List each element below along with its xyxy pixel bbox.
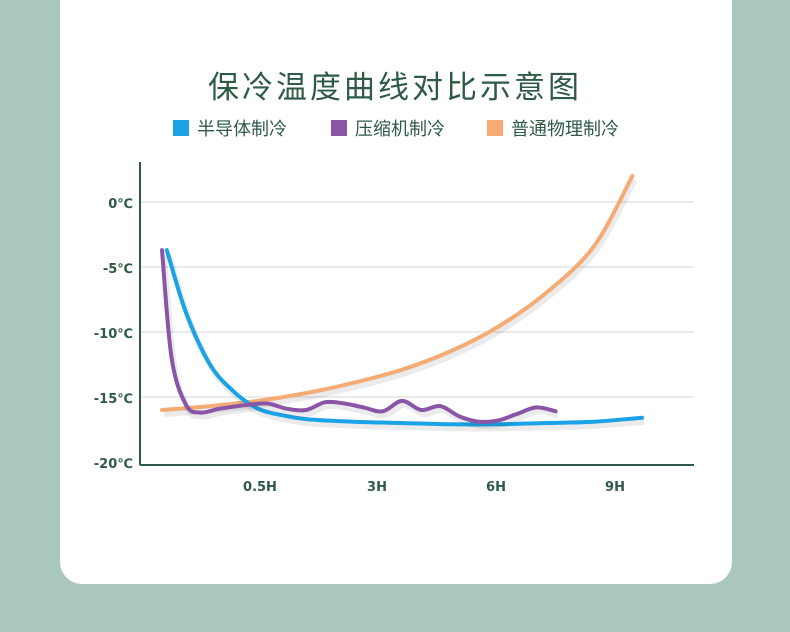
chart-lines	[160, 174, 645, 432]
legend-item-semiconductor: 半导体制冷	[173, 115, 287, 141]
x-tick-3h: 3H	[367, 480, 387, 495]
legend-label-physical: 普通物理制冷	[511, 119, 619, 140]
y-tick-labels: 0℃ -5℃ -10℃ -15℃ -20℃	[94, 197, 133, 472]
y-tick-minus-10: -10℃	[94, 327, 133, 342]
compressor-line-shadow	[161, 253, 559, 429]
legend-item-physical: 普通物理制冷	[487, 115, 619, 141]
x-tick-labels: 0.5H 3H 6H 9H	[243, 480, 625, 495]
legend-swatch-compressor	[331, 120, 347, 136]
chart-grid	[140, 201, 694, 398]
x-tick-0-5h: 0.5H	[243, 480, 277, 495]
legend-swatch-physical	[487, 120, 503, 136]
compressor-line	[160, 248, 558, 424]
chart-title: 保冷温度曲线对比示意图	[208, 70, 582, 106]
semiconductor-line	[164, 248, 644, 427]
y-tick-0: 0℃	[108, 197, 133, 212]
x-tick-9h: 9H	[605, 480, 625, 495]
chart-axes	[139, 162, 694, 466]
legend-item-compressor: 压缩机制冷	[331, 115, 445, 141]
y-tick-minus-20: -20℃	[94, 457, 133, 472]
legend-swatch-semiconductor	[173, 120, 189, 136]
legend-label-compressor: 压缩机制冷	[355, 119, 445, 140]
y-tick-minus-5: -5℃	[103, 262, 133, 277]
legend-label-semiconductor: 半导体制冷	[197, 119, 287, 140]
chart-card	[60, 0, 732, 584]
y-tick-minus-15: -15℃	[94, 392, 133, 407]
physical-line-shadow	[163, 178, 638, 417]
chart-legend: 半导体制冷 压缩机制冷 普通物理制冷	[0, 115, 790, 141]
x-tick-6h: 6H	[486, 480, 506, 495]
